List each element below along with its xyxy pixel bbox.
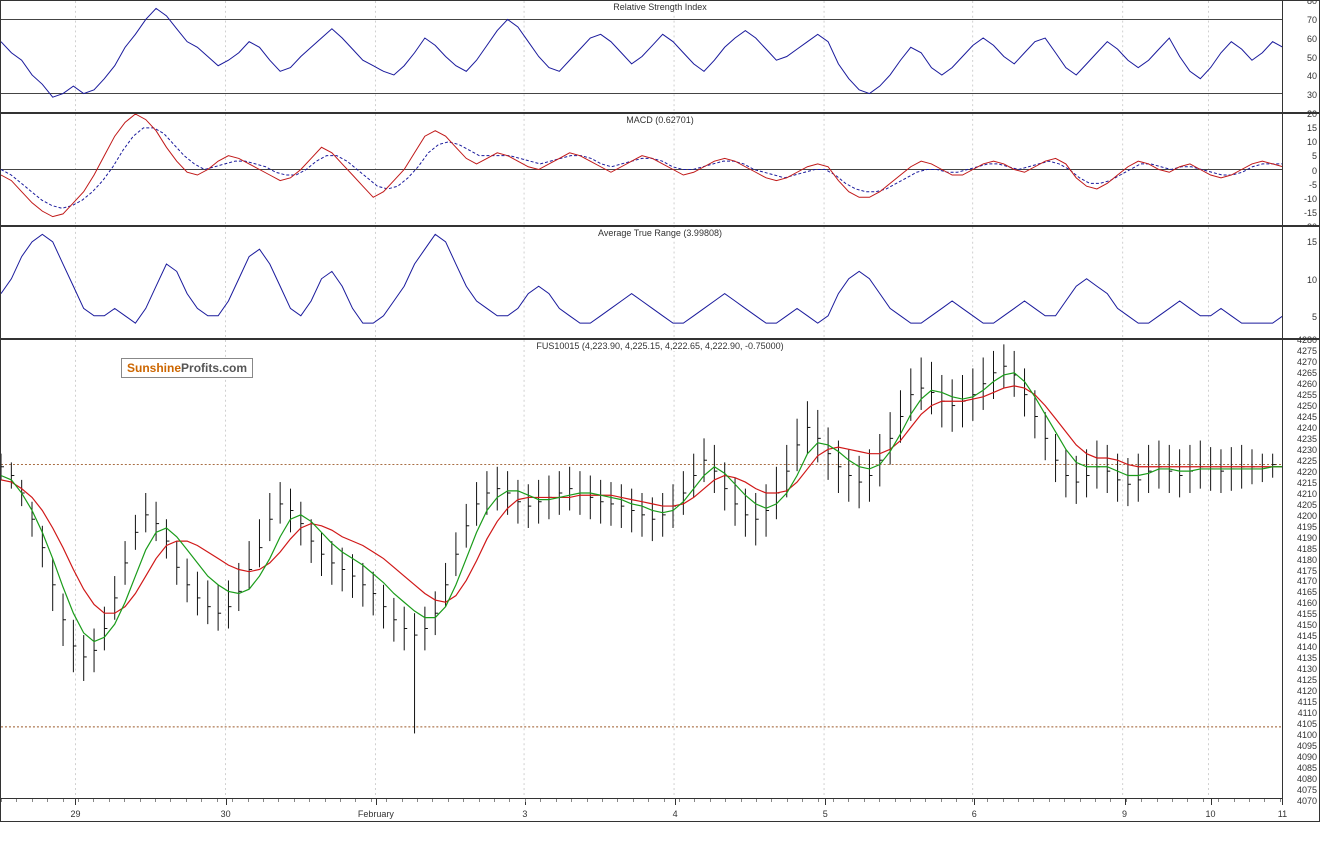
atr-panel: Average True Range (3.99808) 51015: [0, 226, 1320, 339]
rsi-title: Relative Strength Index: [610, 2, 710, 12]
price-title: FUS10015 (4,223.90, 4,225.15, 4,222.65, …: [533, 341, 786, 351]
macd-yaxis: -20-15-10-505101520: [1282, 114, 1319, 225]
price-yaxis: 4070407540804085409040954100410541104115…: [1282, 340, 1319, 799]
atr-title: Average True Range (3.99808): [595, 228, 725, 238]
price-plot: [1, 340, 1283, 799]
rsi-yaxis: 20304050607080: [1282, 1, 1319, 112]
watermark: SunshineProfits.com: [121, 358, 253, 378]
price-panel: FUS10015 (4,223.90, 4,225.15, 4,222.65, …: [0, 339, 1320, 822]
watermark-pro: Profits.com: [181, 361, 247, 375]
macd-panel: MACD (0.62701) -20-15-10-505101520: [0, 113, 1320, 226]
rsi-panel: Relative Strength Index 20304050607080: [0, 0, 1320, 113]
macd-title: MACD (0.62701): [623, 115, 697, 125]
macd-plot: [1, 114, 1283, 225]
atr-yaxis: 51015: [1282, 227, 1319, 338]
atr-plot: [1, 227, 1283, 338]
rsi-plot: [1, 1, 1283, 112]
watermark-sun: Sunshine: [127, 361, 181, 375]
x-axis: 2930February345691011: [1, 798, 1283, 821]
